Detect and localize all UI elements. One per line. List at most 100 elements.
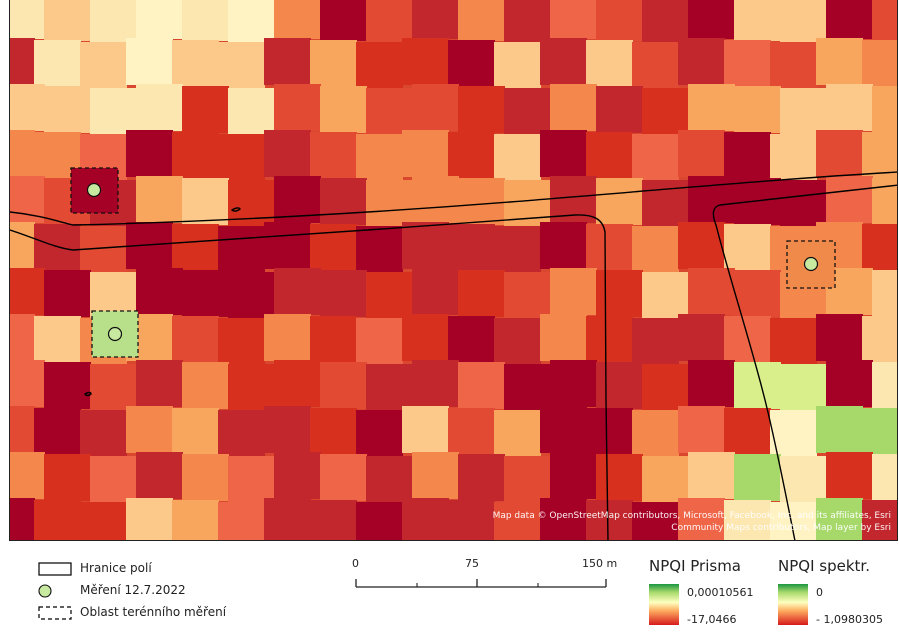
raster-cell [366, 272, 413, 319]
legend-label-field-boundary: Hranice polí [80, 561, 152, 575]
raster-cell [872, 454, 897, 501]
raster-cell [872, 0, 897, 41]
raster-cell [826, 176, 873, 223]
raster-cell [780, 180, 827, 227]
raster-cell [816, 130, 863, 177]
ramp-bar-spektr [778, 584, 808, 625]
raster-cell [550, 268, 597, 315]
raster-cell [34, 408, 81, 455]
raster-cell [10, 0, 45, 39]
raster-cell [678, 38, 725, 85]
raster-cell [862, 132, 897, 179]
raster-cell [688, 452, 735, 499]
raster-cell [34, 40, 81, 87]
raster-cell [80, 410, 127, 457]
raster-cell [770, 134, 817, 181]
raster-cell [494, 226, 541, 273]
field-boundary-3 [712, 184, 897, 540]
raster-cell [10, 360, 45, 407]
raster-cell [780, 88, 827, 135]
raster-cell [126, 38, 173, 85]
raster-cell [862, 500, 897, 540]
raster-cell [724, 224, 771, 271]
raster-cell [448, 40, 495, 87]
raster-cell [126, 130, 173, 177]
raster-cell [274, 0, 321, 39]
raster-cell [320, 270, 367, 317]
map-attribution[interactable]: Map data © OpenStreetMap contributors, M… [492, 511, 891, 533]
ramp-title-prisma: NPQI Prisma [649, 557, 741, 575]
raster-cell [642, 0, 689, 43]
raster-cell [448, 132, 495, 179]
raster-cell [632, 318, 679, 365]
raster-cell [126, 406, 173, 453]
raster-cell [402, 222, 449, 269]
raster-cell [678, 130, 725, 177]
raster-cell [44, 454, 91, 501]
raster-cell [724, 316, 771, 363]
raster-cell [770, 318, 817, 365]
raster-cell [34, 224, 81, 271]
raster-cell [550, 452, 597, 499]
raster-cell [264, 406, 311, 453]
raster-cell [412, 360, 459, 407]
measurement-point-3[interactable] [803, 256, 819, 272]
raster-cell [780, 0, 827, 43]
raster-cell [172, 316, 219, 363]
raster-cell [586, 500, 633, 540]
raster-cell [320, 86, 367, 133]
legend-label-measurement: Měření 12.7.2022 [80, 583, 186, 597]
raster-cell [172, 500, 219, 540]
raster-cell [264, 222, 311, 269]
raster-cell [642, 272, 689, 319]
map-view[interactable]: Map data © OpenStreetMap contributors, M… [9, 0, 898, 541]
raster-cell [872, 270, 897, 317]
raster-cell [632, 410, 679, 457]
raster-cell [34, 316, 81, 363]
raster-cell [458, 270, 505, 317]
raster-cell [182, 86, 229, 133]
legend-npqi-spektr: NPQI spektr. 0 - 1,0980305 [778, 557, 883, 626]
raster-cell [356, 410, 403, 457]
raster-cell [136, 176, 183, 223]
npqi-raster-map[interactable] [10, 0, 898, 541]
field-measurement-areas [70, 167, 836, 358]
raster-cell [550, 84, 597, 131]
raster-cell [264, 38, 311, 85]
raster-cell [228, 0, 275, 43]
raster-cell [448, 224, 495, 271]
ramp-max-spektr: 0 [816, 586, 823, 599]
raster-cell [10, 130, 35, 177]
raster-cell [734, 178, 781, 225]
npqi-raster-layer [10, 0, 897, 540]
raster-cell [596, 270, 643, 317]
raster-cell [448, 500, 495, 540]
legend-label-field-area: Oblast terénního měření [80, 605, 227, 619]
raster-cell [688, 360, 735, 407]
ramp-max-prisma: 0,00010561 [687, 586, 754, 599]
measurement-point-1[interactable] [86, 182, 102, 198]
raster-cell [642, 364, 689, 411]
raster-cell [274, 268, 321, 315]
raster-cell [182, 0, 229, 41]
raster-cell [274, 360, 321, 407]
measurement-points [86, 182, 819, 342]
measurement-point-2[interactable] [107, 326, 123, 342]
raster-cell [724, 132, 771, 179]
raster-cell [540, 314, 587, 361]
raster-cell [136, 268, 183, 315]
raster-cell [356, 226, 403, 273]
raster-cell [356, 134, 403, 181]
scale-label-0: 0 [352, 557, 359, 570]
raster-cell [44, 86, 91, 133]
field-boundary-icon [38, 562, 72, 576]
raster-cell [356, 42, 403, 89]
raster-cell [34, 500, 81, 540]
raster-cell [862, 40, 897, 87]
raster-cell [366, 88, 413, 135]
raster-cell [550, 360, 597, 407]
raster-cell [10, 176, 45, 223]
raster-cell [678, 406, 725, 453]
raster-cell [494, 42, 541, 89]
raster-cell [688, 176, 735, 223]
